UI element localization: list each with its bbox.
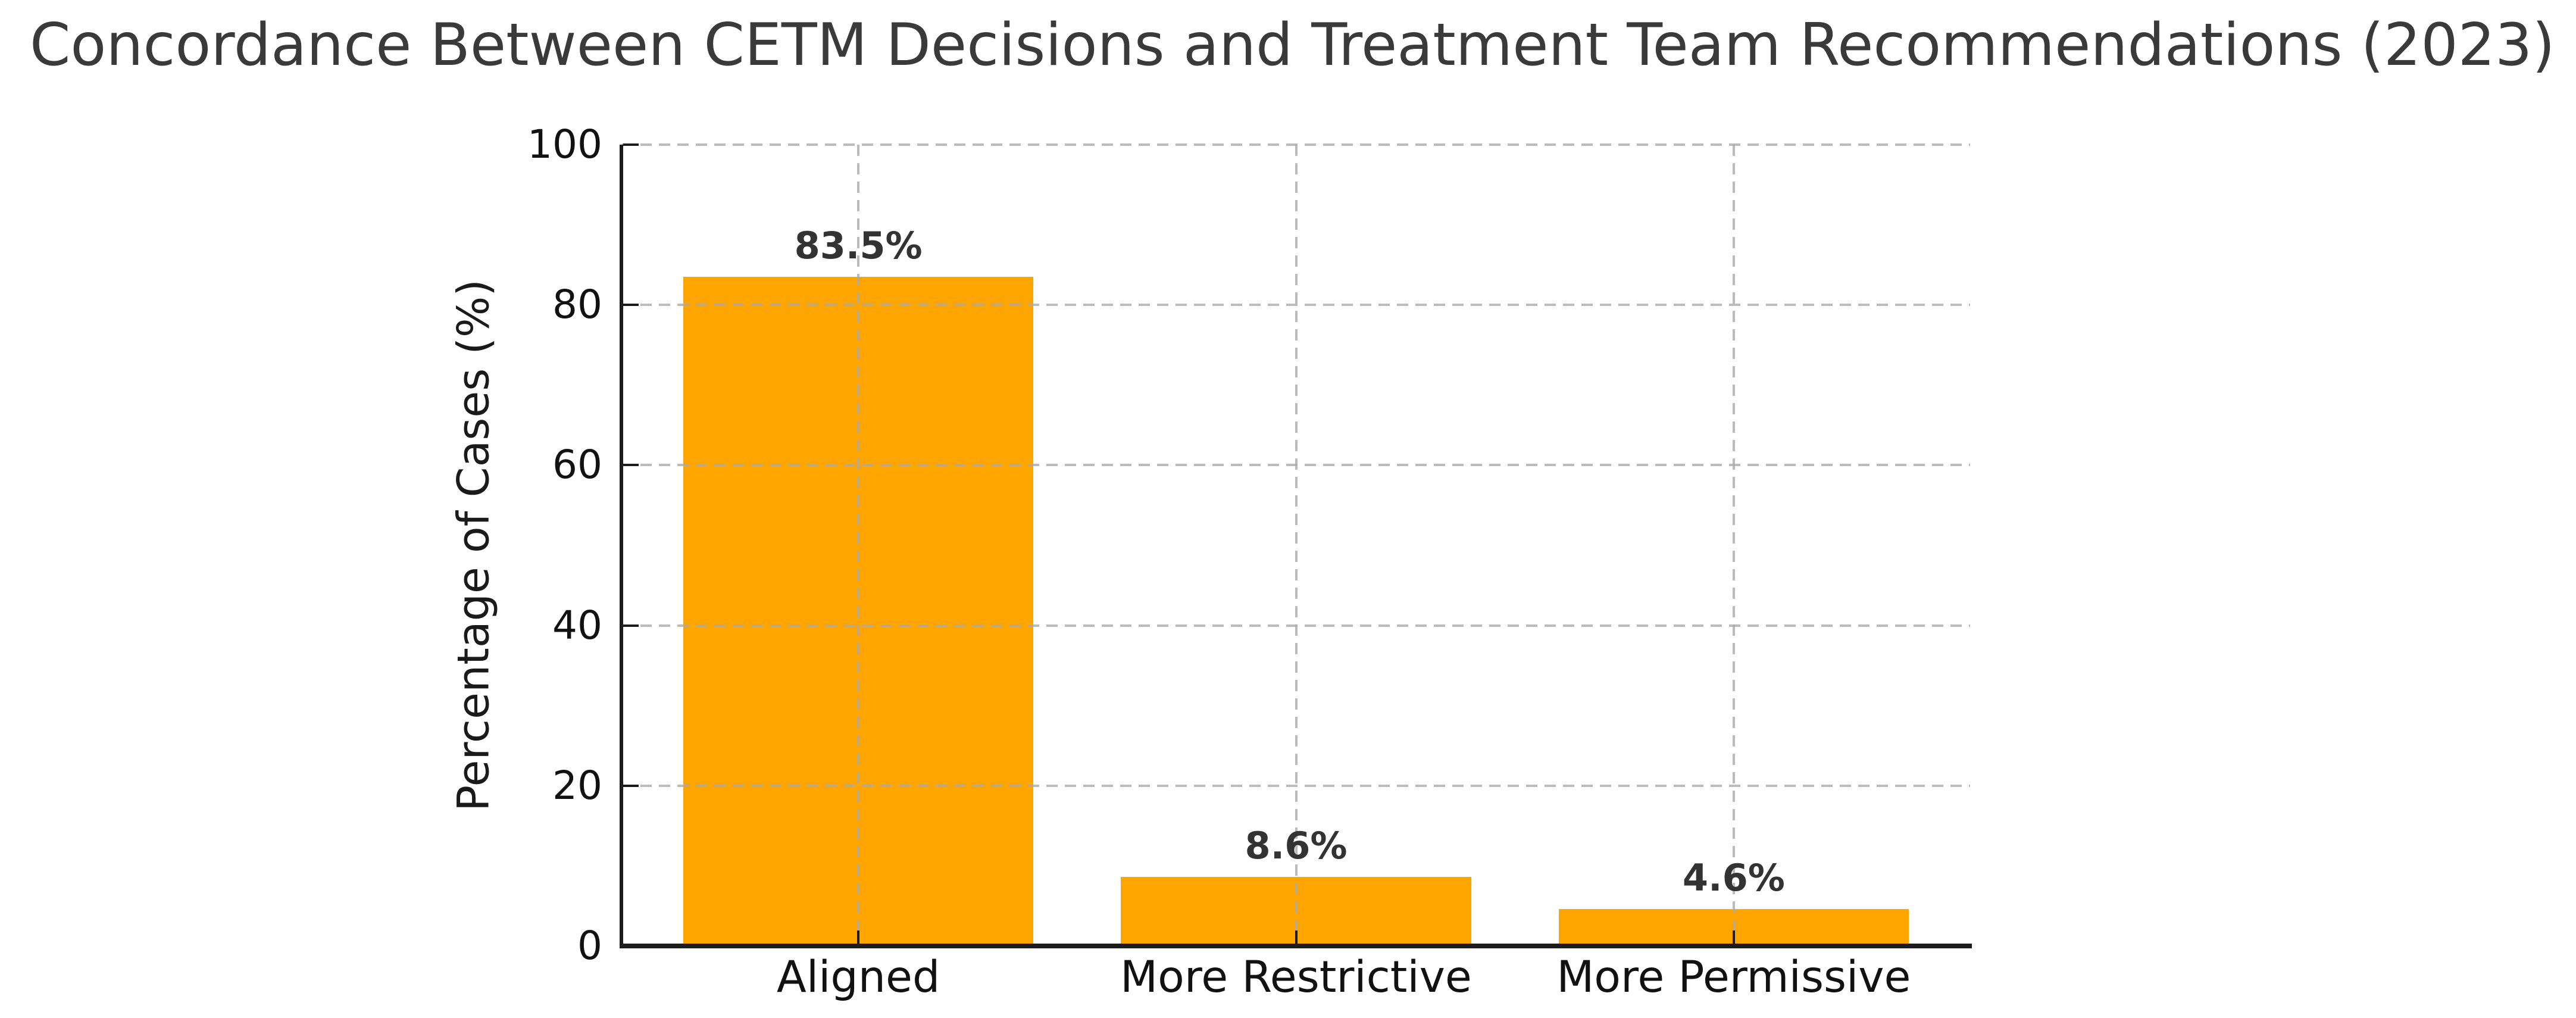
y-axis-spine <box>620 145 623 948</box>
x-tick-mark <box>1295 930 1298 946</box>
y-tick-mark <box>623 464 639 467</box>
vertical-gridline <box>1295 145 1298 946</box>
bar-value-label-more-permissive: 4.6% <box>1682 856 1785 900</box>
chart-title: Concordance Between CETM Decisions and T… <box>30 11 2555 79</box>
plot-area <box>622 143 1970 946</box>
y-tick-label: 40 <box>552 602 602 648</box>
y-tick-label: 20 <box>552 762 602 808</box>
y-axis-label: Percentage of Cases (%) <box>448 279 499 811</box>
vertical-gridline <box>1732 145 1735 946</box>
y-tick-label: 100 <box>527 121 602 167</box>
x-axis-spine <box>620 944 1972 948</box>
vertical-gridline <box>857 145 860 946</box>
y-tick-label: 80 <box>552 282 602 328</box>
x-tick-mark <box>857 930 860 946</box>
x-tick-label-aligned: Aligned <box>776 952 940 1003</box>
y-tick-label: 0 <box>577 923 602 969</box>
x-tick-mark <box>1732 930 1735 946</box>
y-tick-label: 60 <box>552 442 602 488</box>
x-tick-label-more-restrictive: More Restrictive <box>1120 952 1472 1003</box>
x-tick-label-more-permissive: More Permissive <box>1556 952 1911 1003</box>
y-tick-mark <box>623 143 639 146</box>
y-tick-mark <box>623 624 639 627</box>
bar-value-label-aligned: 83.5% <box>794 224 923 268</box>
y-tick-mark <box>623 304 639 307</box>
y-tick-mark <box>623 784 639 787</box>
bar-value-label-more-restrictive: 8.6% <box>1245 824 1348 868</box>
